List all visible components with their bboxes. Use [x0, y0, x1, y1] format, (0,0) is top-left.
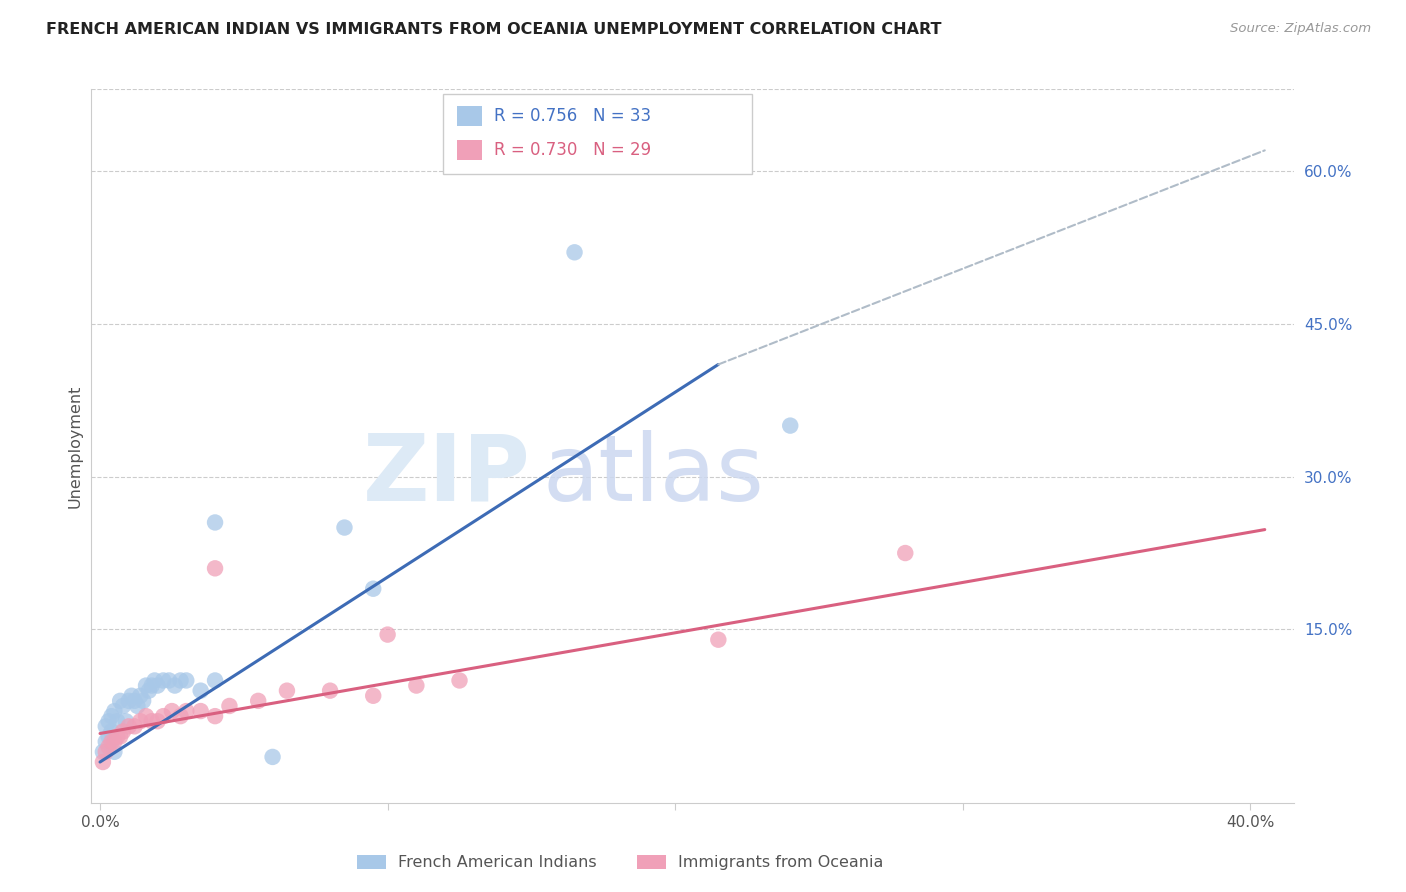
- Point: [169, 673, 191, 688]
- Point: [174, 704, 197, 718]
- Point: [94, 745, 117, 759]
- Point: [105, 714, 128, 729]
- Point: [333, 520, 356, 534]
- Point: [204, 709, 226, 723]
- Point: [103, 704, 125, 718]
- Point: [105, 730, 128, 744]
- Point: [135, 709, 157, 723]
- Point: [169, 709, 191, 723]
- Point: [94, 719, 117, 733]
- Point: [124, 694, 146, 708]
- Point: [707, 632, 730, 647]
- Text: Source: ZipAtlas.com: Source: ZipAtlas.com: [1230, 22, 1371, 36]
- Point: [143, 673, 166, 688]
- Point: [132, 694, 155, 708]
- Point: [190, 704, 212, 718]
- Point: [894, 546, 917, 560]
- Point: [141, 679, 163, 693]
- Point: [204, 673, 226, 688]
- Point: [361, 582, 384, 596]
- Point: [779, 418, 801, 433]
- Point: [160, 704, 183, 718]
- Point: [157, 673, 180, 688]
- Point: [108, 694, 131, 708]
- Y-axis label: Unemployment: Unemployment: [67, 384, 83, 508]
- Point: [163, 679, 186, 693]
- Text: atlas: atlas: [543, 430, 763, 519]
- Point: [262, 750, 284, 764]
- Point: [377, 627, 399, 641]
- Point: [97, 714, 120, 729]
- Point: [108, 730, 131, 744]
- Point: [204, 516, 226, 530]
- Text: R = 0.756   N = 33: R = 0.756 N = 33: [494, 107, 651, 125]
- Point: [103, 745, 125, 759]
- Point: [174, 673, 197, 688]
- Point: [103, 734, 125, 748]
- Point: [146, 714, 169, 729]
- Point: [115, 714, 138, 729]
- Point: [218, 698, 240, 713]
- Point: [276, 683, 298, 698]
- Point: [319, 683, 342, 698]
- Legend: French American Indians, Immigrants from Oceania: French American Indians, Immigrants from…: [350, 848, 890, 877]
- Point: [111, 698, 135, 713]
- Point: [100, 734, 122, 748]
- Point: [138, 683, 160, 698]
- Point: [152, 709, 174, 723]
- Point: [405, 679, 427, 693]
- Point: [152, 673, 174, 688]
- Point: [91, 755, 114, 769]
- Point: [121, 689, 143, 703]
- Point: [97, 730, 120, 744]
- Point: [97, 739, 120, 754]
- Point: [118, 719, 141, 733]
- Point: [449, 673, 471, 688]
- Text: R = 0.730   N = 29: R = 0.730 N = 29: [494, 141, 651, 159]
- Point: [127, 698, 149, 713]
- Point: [141, 714, 163, 729]
- Point: [564, 245, 586, 260]
- Point: [361, 689, 384, 703]
- Point: [100, 709, 122, 723]
- Point: [124, 719, 146, 733]
- Text: ZIP: ZIP: [363, 430, 530, 519]
- Point: [135, 679, 157, 693]
- Point: [190, 683, 212, 698]
- Point: [247, 694, 270, 708]
- Text: FRENCH AMERICAN INDIAN VS IMMIGRANTS FROM OCEANIA UNEMPLOYMENT CORRELATION CHART: FRENCH AMERICAN INDIAN VS IMMIGRANTS FRO…: [46, 22, 942, 37]
- Point: [94, 734, 117, 748]
- Point: [91, 745, 114, 759]
- Point: [204, 561, 226, 575]
- Point: [111, 724, 135, 739]
- Point: [100, 724, 122, 739]
- Point: [146, 679, 169, 693]
- Point: [118, 694, 141, 708]
- Point: [129, 689, 152, 703]
- Point: [129, 714, 152, 729]
